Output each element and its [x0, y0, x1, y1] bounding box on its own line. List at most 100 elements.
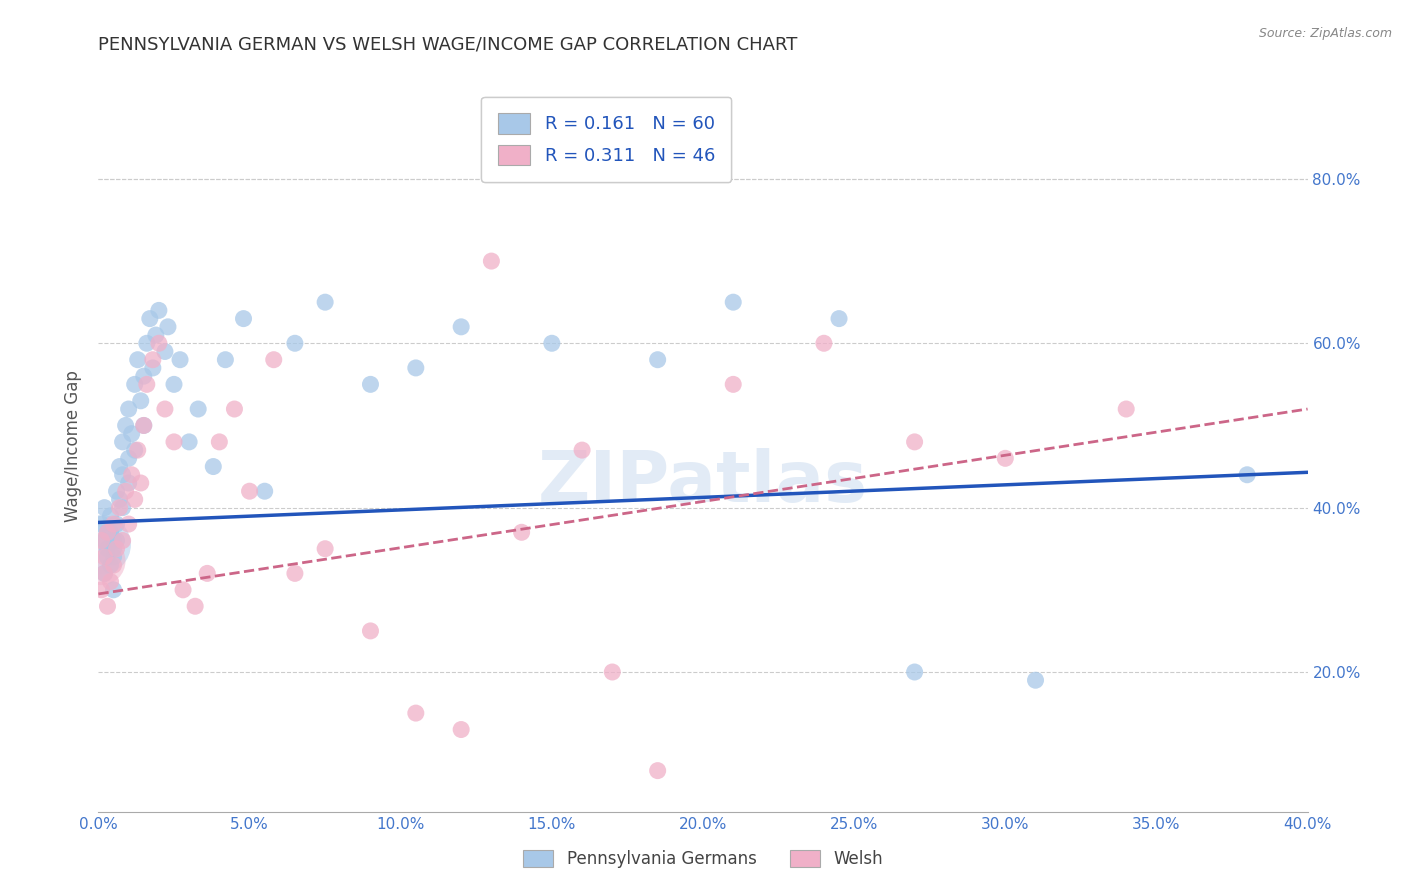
Point — [103, 541, 125, 556]
Point — [179, 434, 201, 449]
Point — [103, 582, 125, 597]
Point — [163, 377, 186, 392]
Point — [142, 360, 165, 375]
Point — [129, 475, 152, 490]
Point — [105, 484, 128, 499]
Legend: Pennsylvania Germans, Welsh: Pennsylvania Germans, Welsh — [516, 843, 890, 875]
Point — [135, 377, 157, 392]
Point — [360, 624, 382, 638]
Point — [153, 344, 176, 359]
Point — [1024, 673, 1046, 688]
Point — [105, 541, 128, 556]
Point — [111, 500, 134, 515]
Point — [93, 566, 115, 581]
Point — [118, 451, 141, 466]
Point — [118, 517, 141, 532]
Text: PENNSYLVANIA GERMAN VS WELSH WAGE/INCOME GAP CORRELATION CHART: PENNSYLVANIA GERMAN VS WELSH WAGE/INCOME… — [98, 36, 797, 54]
Point — [108, 492, 131, 507]
Point — [828, 311, 851, 326]
Point — [132, 418, 155, 433]
Point — [108, 459, 131, 474]
Point — [124, 443, 146, 458]
Point — [904, 434, 927, 449]
Point — [93, 533, 115, 548]
Point — [93, 566, 115, 581]
Point — [314, 295, 336, 310]
Point — [96, 599, 118, 614]
Point — [540, 336, 562, 351]
Point — [148, 336, 170, 351]
Point — [723, 295, 745, 310]
Point — [118, 475, 141, 490]
Point — [284, 566, 307, 581]
Point — [132, 418, 155, 433]
Point — [481, 254, 503, 268]
Point — [111, 434, 134, 449]
Point — [90, 538, 112, 552]
Point — [103, 533, 125, 548]
Text: Source: ZipAtlas.com: Source: ZipAtlas.com — [1258, 27, 1392, 40]
Point — [232, 311, 254, 326]
Point — [156, 319, 179, 334]
Point — [105, 517, 128, 532]
Point — [135, 336, 157, 351]
Point — [187, 402, 209, 417]
Point — [224, 402, 246, 417]
Point — [405, 360, 427, 375]
Text: ZIPatlas: ZIPatlas — [538, 448, 868, 517]
Point — [284, 336, 307, 351]
Point — [1236, 467, 1258, 482]
Point — [90, 554, 112, 568]
Point — [103, 517, 125, 532]
Point — [1115, 402, 1137, 417]
Point — [121, 426, 143, 441]
Point — [100, 574, 122, 589]
Point — [96, 525, 118, 540]
Point — [360, 377, 382, 392]
Point — [114, 418, 136, 433]
Point — [148, 303, 170, 318]
Point — [93, 500, 115, 515]
Point — [100, 508, 122, 523]
Point — [103, 558, 125, 573]
Point — [114, 484, 136, 499]
Point — [314, 541, 336, 556]
Point — [121, 467, 143, 482]
Point — [571, 443, 593, 458]
Point — [647, 764, 669, 778]
Point — [100, 525, 122, 540]
Point — [111, 533, 134, 548]
Point — [127, 352, 149, 367]
Point — [239, 484, 262, 499]
Point — [129, 393, 152, 408]
Point — [994, 451, 1017, 466]
Point — [813, 336, 835, 351]
Point — [111, 467, 134, 482]
Point — [105, 533, 128, 548]
Point — [132, 369, 155, 384]
Point — [124, 377, 146, 392]
Point — [100, 558, 122, 573]
Point — [202, 459, 225, 474]
Point — [90, 517, 112, 532]
Point — [96, 525, 118, 540]
Point — [118, 402, 141, 417]
Point — [723, 377, 745, 392]
Point — [450, 319, 472, 334]
Point — [163, 434, 186, 449]
Point — [904, 665, 927, 679]
Point — [214, 352, 236, 367]
Y-axis label: Wage/Income Gap: Wage/Income Gap — [65, 370, 83, 522]
Point — [208, 434, 231, 449]
Point — [139, 311, 162, 326]
Point — [93, 549, 115, 564]
Point — [195, 566, 218, 581]
Point — [142, 352, 165, 367]
Point — [153, 402, 176, 417]
Point — [263, 352, 285, 367]
Point — [647, 352, 669, 367]
Point — [253, 484, 276, 499]
Point — [405, 706, 427, 720]
Point — [90, 533, 112, 548]
Point — [510, 525, 533, 540]
